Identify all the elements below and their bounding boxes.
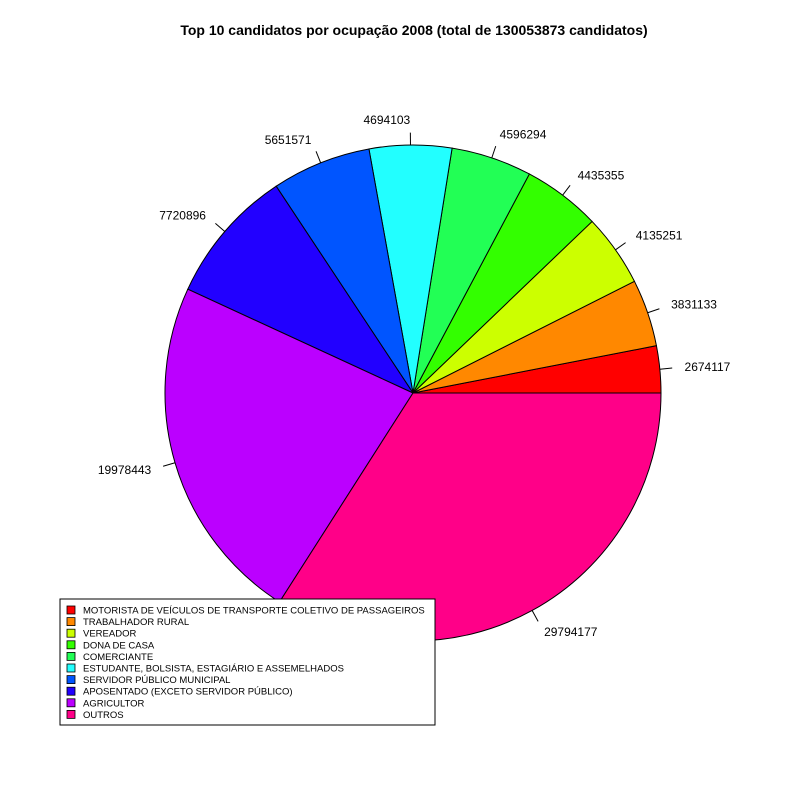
legend-label: AGRICULTOR (83, 698, 145, 709)
label-tick (562, 185, 571, 196)
label-tick (531, 610, 539, 622)
slice-value-label: 4135251 (636, 228, 683, 242)
slice-value-label: 4694103 (364, 113, 411, 127)
label-tick (162, 462, 176, 467)
legend-swatch (66, 652, 76, 661)
label-tick (647, 308, 660, 314)
slice-value-label: 2674117 (685, 360, 731, 374)
slice-value-label: 29794177 (544, 625, 598, 639)
pie-slices (164, 144, 662, 642)
legend-label: VEREADOR (83, 629, 136, 640)
pie-slice (187, 185, 415, 395)
legend-label: ESTUDANTE, BOLSISTA, ESTAGIÁRIO E ASSEME… (83, 664, 344, 675)
label-tick (215, 223, 226, 232)
slice-value-label: 19978443 (98, 463, 152, 477)
legend-box (59, 598, 436, 726)
legend-swatch (66, 628, 76, 638)
legend-label: SERVIDOR PÚBLICO MUNICIPAL (83, 675, 230, 686)
pie-slice (164, 288, 414, 603)
legend-swatch (66, 663, 76, 673)
label-tick (315, 151, 322, 164)
legend-swatch (66, 640, 76, 650)
slice-value-label: 3831133 (671, 298, 717, 312)
legend-label: COMERCIANTE (83, 652, 153, 663)
slice-value-label: 7720896 (159, 208, 206, 222)
slice-value-label: 5651571 (265, 133, 312, 147)
legend-swatch (66, 617, 76, 626)
legend-swatch (66, 686, 76, 696)
legend-label: OUTROS (83, 710, 124, 721)
slice-labels: 2674117 3831133 4135251 4435355 4596294 46941… (98, 113, 731, 639)
legend-label: MOTORISTA DE VEÍCULOS DE TRANSPORTE COLE… (83, 606, 425, 617)
label-tick (659, 367, 673, 370)
legend-swatch (66, 710, 76, 719)
legend: MOTORISTA DE VEÍCULOS DE TRANSPORTE COLE… (59, 598, 436, 726)
legend-swatch (66, 675, 76, 684)
label-tick (491, 145, 497, 159)
legend-label: TRABALHADOR RURAL (83, 617, 189, 628)
label-tick (615, 242, 626, 251)
legend-swatch (66, 605, 76, 615)
slice-value-label: 4596294 (500, 127, 547, 141)
legend-label: APOSENTADO (EXCETO SERVIDOR PÚBLICO) (83, 687, 293, 698)
chart-title: Top 10 candidatos por ocupação 2008 (tot… (180, 22, 647, 38)
slice-value-label: 4435355 (578, 168, 625, 182)
legend-label: DONA DE CASA (83, 640, 155, 651)
legend-swatch (66, 698, 76, 708)
